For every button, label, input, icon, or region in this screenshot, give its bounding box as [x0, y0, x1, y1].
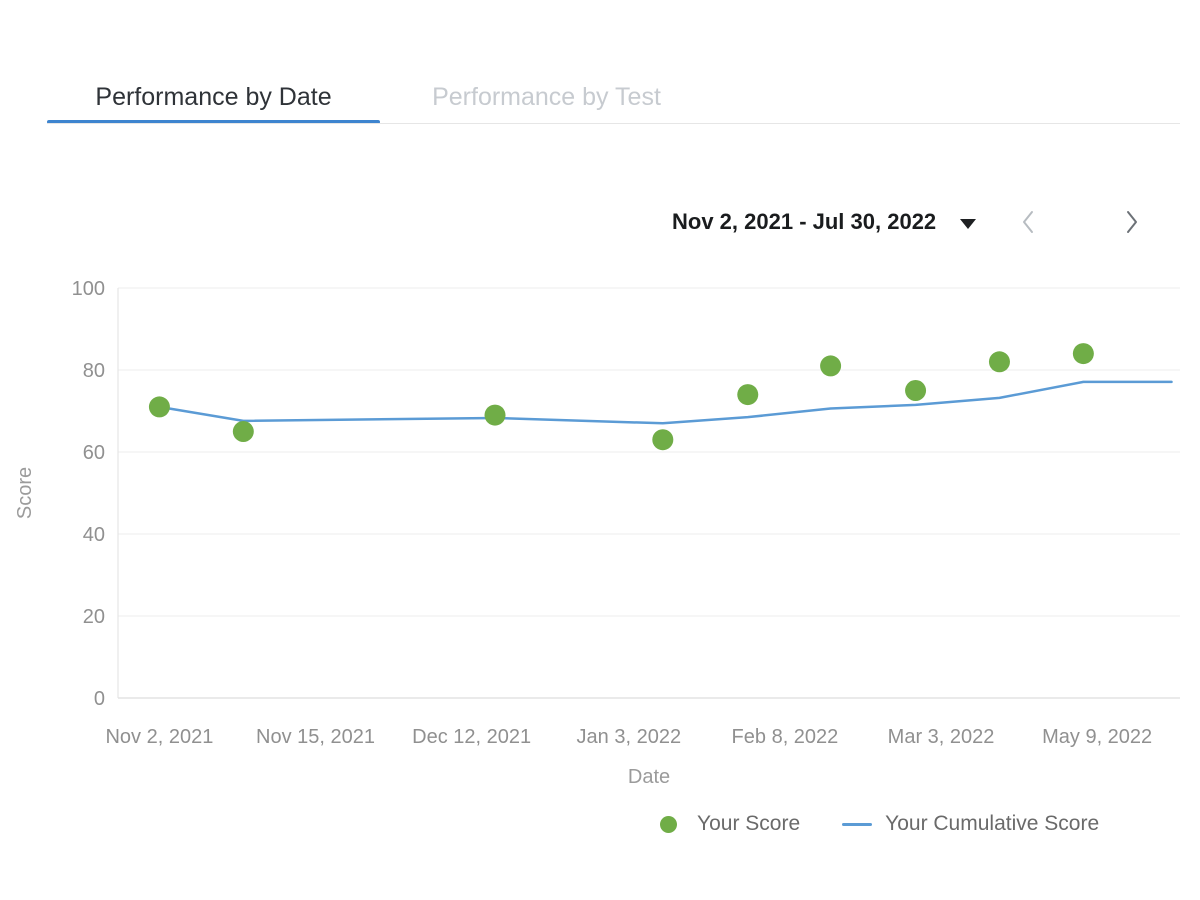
- svg-text:Mar 3, 2022: Mar 3, 2022: [888, 726, 995, 748]
- svg-text:80: 80: [83, 360, 105, 382]
- your-score-swatch-icon: [660, 815, 677, 833]
- caret-down-icon: [960, 218, 977, 229]
- svg-text:20: 20: [83, 606, 105, 628]
- next-period-button[interactable]: [1114, 205, 1148, 239]
- your-score-legend-label: Your Score: [697, 812, 801, 835]
- svg-text:Feb 8, 2022: Feb 8, 2022: [732, 726, 839, 748]
- tab-performance-by-date[interactable]: Performance by Date: [95, 82, 332, 111]
- svg-text:60: 60: [83, 442, 105, 464]
- chevron-right-icon: [1127, 211, 1137, 233]
- chevron-left-icon: [1023, 211, 1033, 233]
- svg-text:0: 0: [94, 688, 105, 710]
- svg-text:Dec 12, 2021: Dec 12, 2021: [412, 726, 531, 748]
- cumulative-score-swatch-icon: [842, 822, 873, 826]
- svg-text:May 9, 2022: May 9, 2022: [1042, 726, 1152, 748]
- svg-text:Date: Date: [628, 766, 670, 788]
- tab-bar: Performance by Date Performance by Test: [47, 75, 713, 119]
- svg-text:Nov 2, 2021: Nov 2, 2021: [105, 726, 213, 748]
- active-tab-indicator: [47, 120, 380, 124]
- svg-text:Score: Score: [14, 467, 36, 519]
- date-range-selector[interactable]: Nov 2, 2021 - Jul 30, 2022: [672, 206, 977, 238]
- cumulative-score-legend-label: Your Cumulative Score: [885, 812, 1100, 835]
- tab-bar-divider: [47, 123, 1180, 124]
- svg-text:40: 40: [83, 524, 105, 546]
- tab-performance-by-test[interactable]: Performance by Test: [432, 82, 661, 111]
- prev-period-button[interactable]: [1012, 205, 1046, 239]
- svg-text:Nov 15, 2021: Nov 15, 2021: [256, 726, 375, 748]
- svg-text:Jan 3, 2022: Jan 3, 2022: [577, 726, 682, 748]
- svg-text:100: 100: [72, 278, 105, 300]
- date-range-label: Nov 2, 2021 - Jul 30, 2022: [672, 209, 937, 234]
- chart-legend: Your Score Your Cumulative Score: [660, 806, 1099, 842]
